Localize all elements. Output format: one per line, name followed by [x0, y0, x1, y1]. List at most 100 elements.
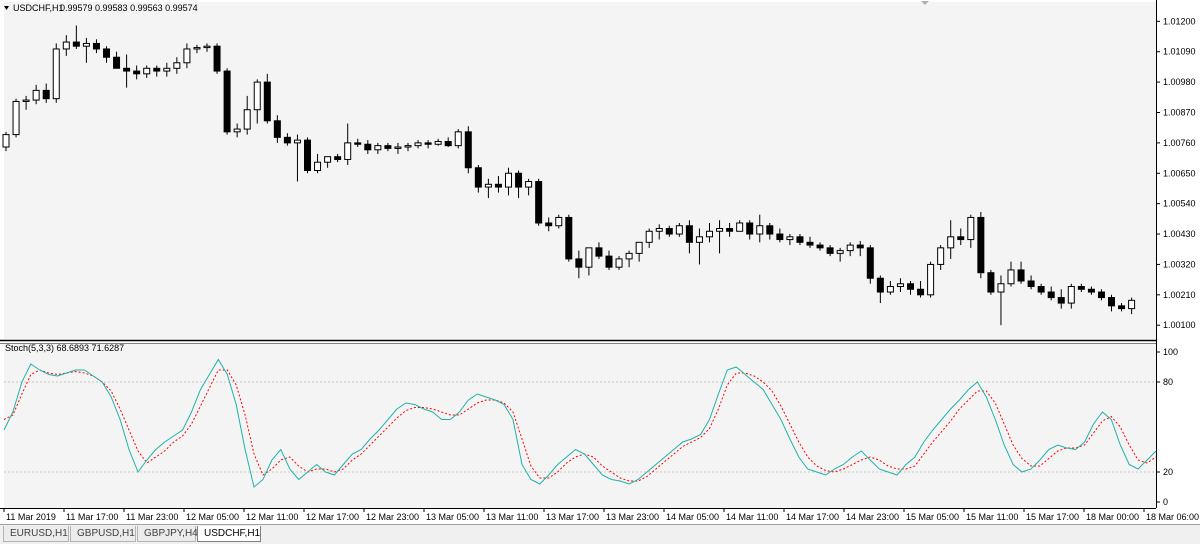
candle-body	[344, 142, 352, 160]
time-tick-label: 13 Mar 17:00	[546, 512, 599, 522]
candlestick-series	[2, 25, 1136, 326]
candle	[736, 220, 744, 232]
candle	[123, 54, 131, 88]
candle-body	[776, 233, 784, 241]
candle-body	[2, 134, 10, 148]
candle-body	[997, 283, 1005, 293]
candle-body	[836, 250, 844, 254]
stochastic-main-line	[3, 358, 1157, 488]
candle-body	[173, 62, 181, 69]
candle-body	[1097, 291, 1105, 299]
candle	[535, 178, 543, 226]
candle	[706, 222, 713, 243]
candle-body	[746, 222, 754, 235]
candle	[605, 250, 613, 270]
candle-body	[253, 81, 261, 111]
candle	[796, 234, 804, 246]
chart-canvas[interactable]: 1.01200 1.01090 1.00980 1.00870 1.00760 1.006…	[0, 0, 1200, 524]
candle	[635, 241, 643, 262]
time-tick-label: 12 Mar 23:00	[366, 512, 419, 522]
candle-body	[454, 131, 462, 147]
candle	[1067, 283, 1075, 309]
candle-body	[273, 120, 281, 138]
candle-body	[1108, 297, 1115, 307]
candle	[92, 39, 100, 54]
candle	[625, 250, 633, 268]
candle-body	[113, 56, 121, 69]
main-price-panel[interactable]	[4, 2, 1156, 339]
tab-usdchf-h1[interactable]: USDCHF,H1	[197, 526, 261, 542]
candle	[183, 43, 191, 69]
candle	[203, 43, 211, 52]
candle-body	[846, 244, 854, 252]
candle-body	[62, 41, 70, 50]
candle-body	[957, 236, 965, 241]
candle	[263, 73, 271, 124]
time-tick-label: 14 Mar 17:00	[786, 512, 839, 522]
candle-body	[12, 100, 20, 136]
price-tick-label: 1.01200	[1163, 16, 1196, 26]
candle-body	[42, 89, 50, 100]
candle-body	[615, 258, 623, 268]
candle-body	[866, 247, 874, 279]
ohlc-header: 0.99579 0.99583 0.99563 0.99574	[60, 3, 198, 13]
time-tick-label: 15 Mar 11:00	[966, 512, 1018, 522]
candle	[917, 280, 925, 298]
candle-body	[967, 216, 975, 241]
candle	[243, 95, 251, 135]
chart-window[interactable]: 1.01200 1.01090 1.00980 1.00870 1.00760 1.006…	[0, 0, 1200, 524]
candle	[304, 137, 311, 174]
candle	[967, 214, 975, 248]
chart-shift-marker-icon[interactable]	[921, 1, 929, 5]
tab-gbpjpy-h4[interactable]: GBPJPY,H4	[137, 526, 198, 542]
candle	[1087, 286, 1095, 295]
candle	[776, 228, 784, 243]
candle	[474, 164, 482, 193]
candle	[484, 178, 492, 199]
candle-body	[183, 48, 191, 64]
tab-eurusd-h1[interactable]: EURUSD,H1	[3, 526, 69, 542]
candle	[12, 98, 20, 138]
candle-body	[977, 216, 985, 274]
candle	[173, 57, 181, 74]
candle	[1027, 275, 1035, 290]
candle	[836, 247, 844, 262]
candle	[806, 236, 814, 248]
candle	[394, 142, 402, 154]
candle-body	[1027, 280, 1035, 288]
stochastic-panel[interactable]	[4, 344, 1156, 508]
candle-body	[404, 145, 412, 148]
candle	[2, 131, 10, 152]
candle	[716, 220, 724, 254]
candle	[32, 84, 40, 105]
candle-body	[82, 42, 90, 47]
candle	[283, 133, 291, 146]
chart-menu-triangle-icon[interactable]	[4, 6, 9, 10]
candle	[726, 222, 734, 237]
candle-body	[283, 136, 291, 144]
candle-body	[896, 283, 904, 288]
candle	[1057, 289, 1065, 309]
candle-body	[595, 247, 603, 257]
candle	[987, 269, 995, 295]
candle-body	[575, 258, 583, 268]
candle-body	[163, 67, 171, 72]
candle	[143, 65, 151, 78]
candle	[454, 129, 462, 149]
candle-body	[1077, 286, 1085, 290]
candle	[1097, 289, 1105, 301]
candle-body	[736, 222, 744, 232]
time-tick-label: 12 Mar 11:00	[246, 512, 298, 522]
candle-body	[716, 228, 724, 232]
time-tick-label: 13 Mar 05:00	[426, 512, 479, 522]
candle	[113, 51, 121, 69]
candle-body	[22, 99, 30, 102]
price-tick-label: 1.00870	[1163, 107, 1196, 117]
candle	[133, 65, 141, 80]
tab-gbpusd-h1[interactable]: GBPUSD,H1	[70, 526, 136, 542]
candle-body	[1118, 305, 1126, 310]
symbol-header: USDCHF,H1	[13, 3, 64, 13]
candle-body	[695, 236, 703, 243]
candle	[977, 211, 985, 279]
candle	[675, 222, 683, 237]
